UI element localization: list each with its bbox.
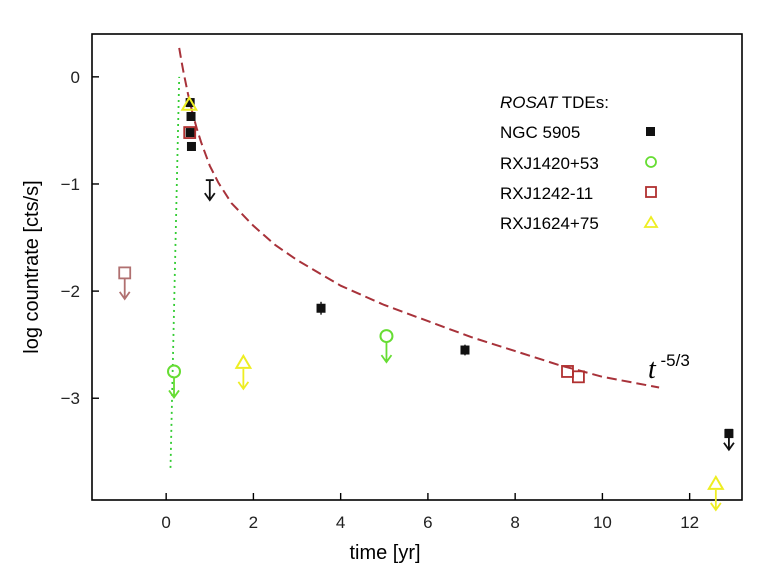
- upper-limit-marker: [118, 266, 132, 280]
- data-point: [186, 111, 196, 121]
- x-tick-label: 2: [249, 513, 258, 532]
- model-curves: [169, 47, 660, 468]
- annotation-exponent: -5/3: [656, 351, 690, 370]
- upper-limit-arrow: [723, 429, 735, 452]
- data-markers: [118, 95, 735, 512]
- data-point: [183, 126, 197, 139]
- plot-frame: [91, 33, 743, 501]
- data-point: [185, 128, 195, 138]
- y-axis-title: log countrate [cts/s]: [21, 180, 43, 353]
- upper-limit-marker: [707, 474, 725, 490]
- axes-ticks: 0 2 4 6 8 10 12 0 −1 −2 −3: [61, 68, 700, 532]
- x-tick-label: 12: [680, 513, 699, 532]
- legend: ROSAT TDEs: NGC 5905 RXJ1420+53 RXJ1242-…: [500, 93, 659, 233]
- upper-limit-marker: [379, 329, 394, 344]
- upper-limit-arrow: [118, 278, 131, 301]
- legend-title: ROSAT TDEs:: [500, 93, 609, 112]
- legend-label-ngc5905: NGC 5905: [500, 123, 580, 142]
- upper-limit-arrow: [380, 342, 393, 364]
- x-tick-label: 8: [510, 513, 519, 532]
- x-tick-label: 6: [423, 513, 432, 532]
- legend-title-italic: ROSAT: [500, 93, 559, 112]
- legend-label-rxj1242: RXJ1242-11: [500, 184, 593, 203]
- power-law-curve: [178, 47, 660, 389]
- legend-marker-rxj1624: [643, 215, 659, 228]
- data-point: [460, 345, 470, 355]
- y-tick-label: −3: [61, 389, 80, 408]
- data-point: [186, 141, 196, 151]
- upper-limit-arrow: [168, 377, 180, 399]
- legend-marker-rxj1420: [645, 156, 657, 168]
- y-tick-label: 0: [71, 68, 80, 87]
- power-law-annotation: t -5/3: [648, 351, 690, 385]
- legend-label-rxj1420: RXJ1420+53: [500, 154, 599, 173]
- data-point: [180, 95, 199, 111]
- upper-limit-arrow: [237, 368, 250, 391]
- data-point: [316, 303, 326, 313]
- x-tick-label: 0: [161, 513, 170, 532]
- x-tick-label: 10: [593, 513, 612, 532]
- rise-line: [169, 76, 181, 468]
- legend-marker-ngc5905: [646, 127, 655, 136]
- annotation-base: t: [648, 354, 657, 385]
- upper-limit-arrow: [204, 180, 216, 202]
- y-tick-label: −1: [61, 175, 80, 194]
- upper-limit-marker: [234, 353, 253, 369]
- x-tick-label: 4: [336, 513, 345, 532]
- data-point: [185, 98, 195, 108]
- upper-limit-arrow: [710, 489, 722, 512]
- legend-marker-rxj1242: [645, 186, 657, 198]
- data-point: [572, 370, 585, 384]
- x-axis-title: time [yr]: [349, 542, 420, 564]
- legend-title-rest: TDEs:: [557, 93, 609, 112]
- legend-label-rxj1624: RXJ1624+75: [500, 214, 599, 233]
- upper-limit-marker: [167, 364, 182, 379]
- y-tick-label: −2: [61, 282, 80, 301]
